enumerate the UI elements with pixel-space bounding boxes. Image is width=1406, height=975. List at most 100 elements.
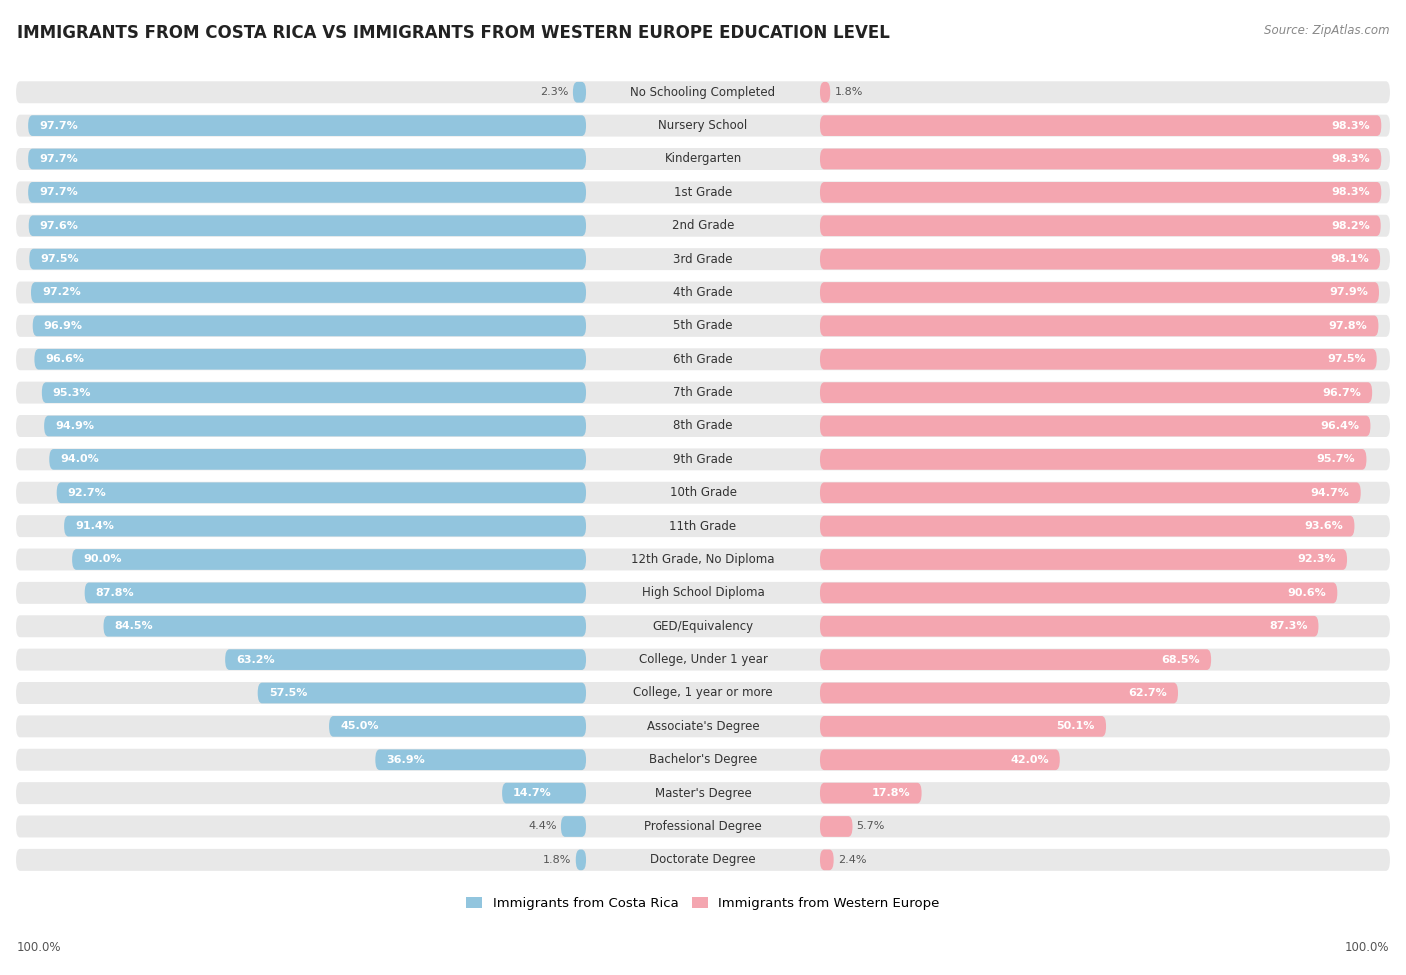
- Text: 87.8%: 87.8%: [96, 588, 135, 598]
- Text: 97.7%: 97.7%: [39, 121, 77, 131]
- FancyBboxPatch shape: [42, 382, 586, 403]
- Text: College, Under 1 year: College, Under 1 year: [638, 653, 768, 666]
- Text: 4th Grade: 4th Grade: [673, 286, 733, 299]
- Text: 63.2%: 63.2%: [236, 654, 274, 665]
- Text: 97.9%: 97.9%: [1329, 288, 1368, 297]
- Text: 7th Grade: 7th Grade: [673, 386, 733, 399]
- FancyBboxPatch shape: [820, 582, 1337, 604]
- FancyBboxPatch shape: [576, 849, 586, 871]
- Text: 97.6%: 97.6%: [39, 220, 79, 231]
- Text: 87.3%: 87.3%: [1270, 621, 1308, 631]
- FancyBboxPatch shape: [15, 180, 1391, 205]
- FancyBboxPatch shape: [375, 750, 586, 770]
- Text: 2.3%: 2.3%: [540, 87, 569, 98]
- FancyBboxPatch shape: [15, 214, 1391, 238]
- FancyBboxPatch shape: [15, 347, 1391, 371]
- FancyBboxPatch shape: [15, 380, 1391, 405]
- FancyBboxPatch shape: [15, 114, 1391, 137]
- FancyBboxPatch shape: [15, 848, 1391, 872]
- FancyBboxPatch shape: [502, 783, 586, 803]
- FancyBboxPatch shape: [15, 814, 1391, 838]
- FancyBboxPatch shape: [56, 483, 586, 503]
- Text: 94.9%: 94.9%: [55, 421, 94, 431]
- Text: 97.5%: 97.5%: [41, 254, 79, 264]
- FancyBboxPatch shape: [820, 148, 1381, 170]
- Text: 68.5%: 68.5%: [1161, 654, 1201, 665]
- Text: 2nd Grade: 2nd Grade: [672, 219, 734, 232]
- Text: 36.9%: 36.9%: [387, 755, 425, 764]
- Text: 2.4%: 2.4%: [838, 855, 866, 865]
- Text: 9th Grade: 9th Grade: [673, 452, 733, 466]
- Text: 1.8%: 1.8%: [834, 87, 863, 98]
- FancyBboxPatch shape: [257, 682, 586, 703]
- FancyBboxPatch shape: [572, 82, 586, 102]
- FancyBboxPatch shape: [820, 649, 1211, 670]
- FancyBboxPatch shape: [44, 415, 586, 437]
- Text: 97.5%: 97.5%: [1327, 354, 1365, 365]
- Text: 91.4%: 91.4%: [75, 521, 114, 531]
- Text: 92.7%: 92.7%: [67, 488, 107, 498]
- Text: 97.7%: 97.7%: [39, 187, 77, 197]
- FancyBboxPatch shape: [34, 349, 586, 370]
- Text: 95.3%: 95.3%: [53, 388, 91, 398]
- FancyBboxPatch shape: [329, 716, 586, 737]
- Text: Kindergarten: Kindergarten: [665, 152, 741, 166]
- Text: 100.0%: 100.0%: [17, 941, 62, 955]
- FancyBboxPatch shape: [820, 716, 1107, 737]
- FancyBboxPatch shape: [15, 147, 1391, 171]
- Text: 95.7%: 95.7%: [1317, 454, 1355, 464]
- Text: 11th Grade: 11th Grade: [669, 520, 737, 532]
- Text: College, 1 year or more: College, 1 year or more: [633, 686, 773, 699]
- Text: 96.9%: 96.9%: [44, 321, 83, 331]
- FancyBboxPatch shape: [31, 282, 586, 303]
- FancyBboxPatch shape: [15, 281, 1391, 304]
- Text: 96.4%: 96.4%: [1320, 421, 1360, 431]
- Text: 5.7%: 5.7%: [856, 822, 884, 832]
- Text: 1st Grade: 1st Grade: [673, 186, 733, 199]
- FancyBboxPatch shape: [15, 748, 1391, 772]
- FancyBboxPatch shape: [28, 182, 586, 203]
- Text: 12th Grade, No Diploma: 12th Grade, No Diploma: [631, 553, 775, 566]
- Text: 97.8%: 97.8%: [1329, 321, 1368, 331]
- Text: GED/Equivalency: GED/Equivalency: [652, 620, 754, 633]
- Text: 90.0%: 90.0%: [83, 555, 121, 565]
- Text: Bachelor's Degree: Bachelor's Degree: [650, 754, 756, 766]
- FancyBboxPatch shape: [820, 616, 1319, 637]
- Text: 50.1%: 50.1%: [1057, 722, 1095, 731]
- FancyBboxPatch shape: [28, 115, 586, 136]
- FancyBboxPatch shape: [820, 849, 834, 871]
- Text: No Schooling Completed: No Schooling Completed: [630, 86, 776, 98]
- Text: 96.6%: 96.6%: [45, 354, 84, 365]
- FancyBboxPatch shape: [820, 415, 1371, 437]
- FancyBboxPatch shape: [15, 548, 1391, 571]
- FancyBboxPatch shape: [15, 414, 1391, 438]
- FancyBboxPatch shape: [820, 816, 852, 837]
- FancyBboxPatch shape: [225, 649, 586, 670]
- Text: Nursery School: Nursery School: [658, 119, 748, 133]
- FancyBboxPatch shape: [49, 449, 586, 470]
- FancyBboxPatch shape: [15, 647, 1391, 672]
- FancyBboxPatch shape: [820, 382, 1372, 403]
- FancyBboxPatch shape: [15, 314, 1391, 338]
- FancyBboxPatch shape: [84, 582, 586, 604]
- Text: 10th Grade: 10th Grade: [669, 487, 737, 499]
- Text: 98.3%: 98.3%: [1331, 154, 1371, 164]
- Text: 96.7%: 96.7%: [1322, 388, 1361, 398]
- Text: 98.3%: 98.3%: [1331, 187, 1371, 197]
- Text: 84.5%: 84.5%: [114, 621, 153, 631]
- FancyBboxPatch shape: [820, 783, 921, 803]
- Text: 92.3%: 92.3%: [1298, 555, 1336, 565]
- Text: 62.7%: 62.7%: [1128, 688, 1167, 698]
- Text: Associate's Degree: Associate's Degree: [647, 720, 759, 733]
- Text: 94.7%: 94.7%: [1310, 488, 1350, 498]
- FancyBboxPatch shape: [820, 215, 1381, 236]
- FancyBboxPatch shape: [820, 282, 1379, 303]
- Text: 97.2%: 97.2%: [42, 288, 80, 297]
- FancyBboxPatch shape: [15, 581, 1391, 604]
- Text: High School Diploma: High School Diploma: [641, 586, 765, 600]
- Text: 3rd Grade: 3rd Grade: [673, 253, 733, 265]
- Text: 8th Grade: 8th Grade: [673, 419, 733, 433]
- FancyBboxPatch shape: [561, 816, 586, 837]
- FancyBboxPatch shape: [32, 316, 586, 336]
- FancyBboxPatch shape: [820, 750, 1060, 770]
